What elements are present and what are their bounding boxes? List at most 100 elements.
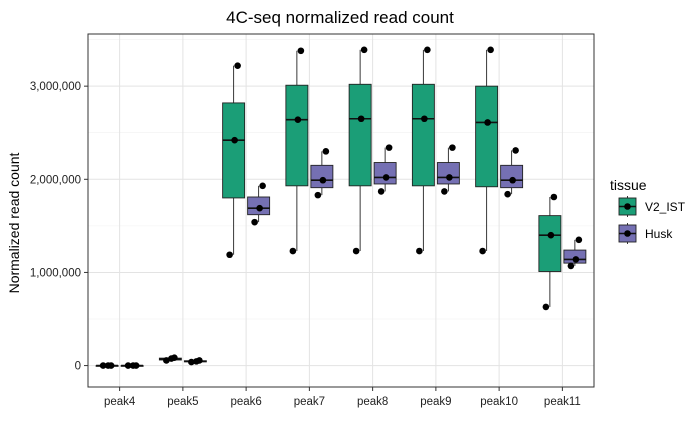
y-tick-label: 3,000,000: [30, 81, 81, 93]
box-body: [348, 83, 372, 187]
legend-label: Husk: [645, 227, 673, 241]
data-point: [259, 182, 266, 190]
data-point: [416, 247, 423, 255]
chart-title: 4C-seq normalized read count: [226, 8, 454, 27]
data-point: [542, 303, 550, 311]
data-point: [360, 46, 368, 54]
data-point: [575, 236, 583, 244]
data-point: [357, 115, 365, 123]
plot-background: [88, 34, 594, 387]
legend: tissue V2_IST Husk: [610, 177, 686, 244]
box-peak4-V2_IST: [95, 362, 119, 369]
box-peak8-Husk: [373, 144, 397, 195]
x-axis-ticks: peak4 peak5 peak6 peak7 peak8 peak9 peak10 peak…: [104, 387, 581, 408]
data-point: [124, 362, 132, 369]
box-peak9-Husk: [436, 144, 460, 195]
data-point: [385, 144, 393, 151]
box-peak6-Husk: [247, 182, 271, 226]
box-peak10-V2_IST: [475, 46, 499, 255]
box-peak7-V2_IST: [285, 47, 309, 255]
box-body: [411, 83, 435, 187]
panel-border: [87, 33, 595, 388]
data-point: [234, 62, 241, 69]
legend-key-point: [624, 230, 631, 237]
box-peak6-V2_IST: [222, 62, 246, 259]
data-point: [512, 147, 519, 154]
y-tick-label: 0: [75, 361, 81, 373]
data-point: [319, 176, 327, 184]
data-point: [547, 231, 555, 239]
data-marks: [87, 33, 595, 388]
legend-label: V2_IST: [645, 200, 686, 214]
x-tick-label: peak11: [544, 396, 581, 408]
box-body: [500, 164, 524, 189]
data-point: [226, 251, 233, 259]
data-point: [449, 144, 456, 151]
data-point: [132, 362, 140, 369]
legend-item-Husk: Husk: [618, 223, 673, 244]
data-point: [163, 357, 170, 364]
data-point: [256, 204, 263, 212]
y-axis-ticks: 0 1,000,000 2,000,000 3,000,000: [30, 81, 88, 373]
data-point: [504, 190, 511, 198]
data-point: [441, 188, 448, 195]
x-tick-label: peak4: [104, 396, 136, 408]
box-peak11-V2_IST: [538, 193, 562, 311]
box-peak8-V2_IST: [348, 46, 372, 255]
plot-area: [88, 34, 594, 387]
legend-item-V2_IST: V2_IST: [618, 196, 686, 217]
x-tick-label: peak7: [294, 396, 325, 408]
box-peak9-V2_IST: [411, 46, 435, 255]
box-peak10-Husk: [500, 147, 524, 198]
data-point: [297, 47, 305, 55]
data-point: [196, 357, 203, 364]
data-point: [446, 174, 453, 181]
data-point: [289, 247, 297, 255]
box-peak5-Husk: [183, 357, 207, 366]
data-point: [487, 46, 494, 54]
data-point: [479, 247, 486, 255]
box-peak4-Husk: [120, 362, 144, 369]
box-body: [285, 84, 309, 187]
legend-title: tissue: [610, 177, 647, 193]
box-body: [436, 162, 460, 185]
box-body: [310, 164, 334, 189]
data-point: [294, 116, 302, 123]
legend-key-point: [624, 203, 631, 210]
x-tick-label: peak10: [480, 396, 518, 408]
data-point: [251, 218, 258, 226]
data-point: [99, 362, 107, 369]
box-body: [222, 102, 246, 199]
y-tick-label: 2,000,000: [30, 174, 81, 186]
data-point: [550, 193, 558, 201]
legend-items: V2_IST Husk: [618, 196, 686, 244]
data-point: [188, 358, 195, 366]
data-point: [484, 119, 491, 126]
data-point: [377, 188, 385, 195]
x-tick-label: peak5: [167, 396, 198, 408]
data-point: [107, 362, 115, 369]
box-body: [475, 85, 499, 188]
data-point: [322, 148, 330, 155]
x-tick-label: peak8: [357, 396, 388, 408]
data-point: [352, 247, 360, 255]
box-body: [538, 215, 562, 272]
box-peak5-V2_IST: [158, 354, 182, 364]
data-point: [231, 136, 238, 144]
y-tick-label: 1,000,000: [30, 267, 81, 279]
box-peak11-Husk: [563, 236, 587, 270]
x-tick-label: peak6: [230, 396, 261, 408]
box-peak7-Husk: [310, 148, 334, 199]
data-point: [567, 262, 575, 270]
data-point: [171, 354, 178, 361]
data-point: [509, 176, 516, 184]
box-body: [373, 162, 397, 185]
grid-lines: [88, 34, 594, 387]
data-point: [421, 115, 428, 123]
data-point: [382, 174, 390, 181]
data-point: [572, 256, 580, 263]
data-point: [424, 46, 431, 54]
data-point: [314, 191, 322, 199]
y-axis-label: Normalized read count: [6, 152, 22, 293]
